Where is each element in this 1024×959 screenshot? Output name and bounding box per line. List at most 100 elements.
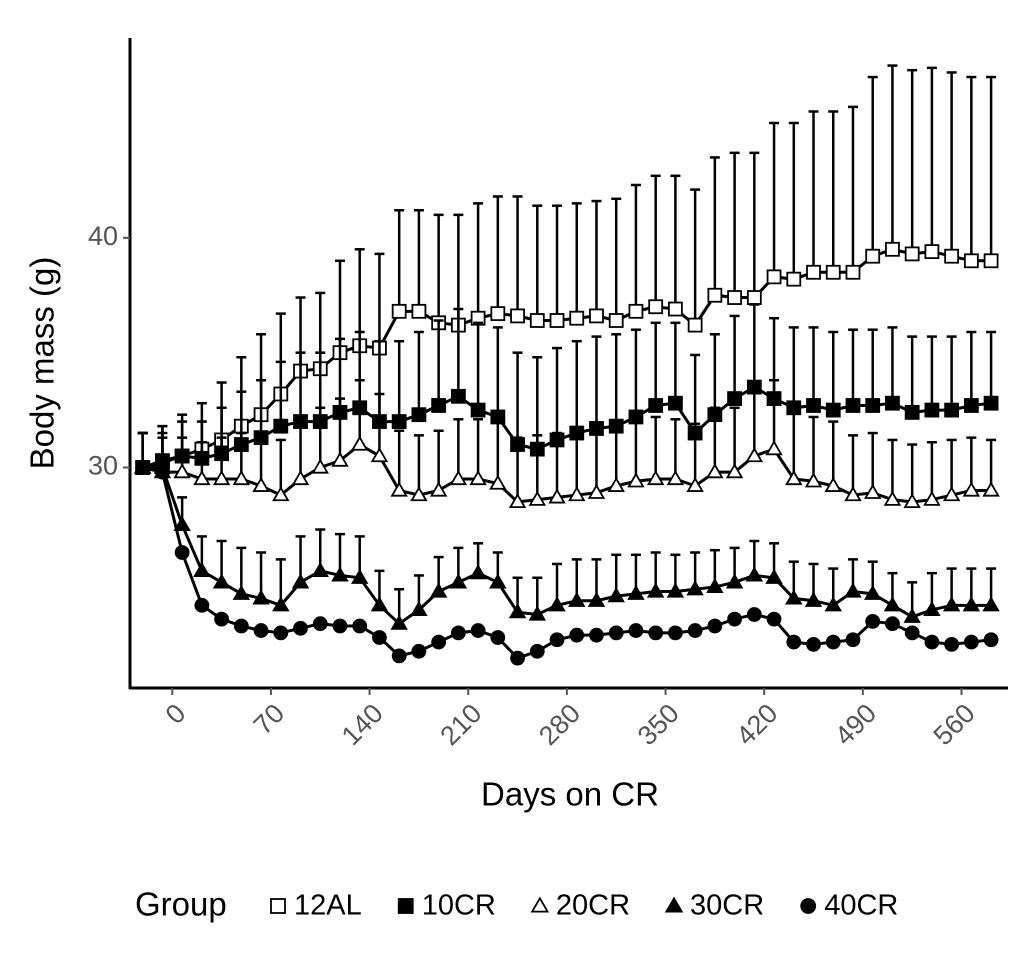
error-bar bbox=[394, 209, 405, 312]
series-line bbox=[142, 247, 992, 469]
marker bbox=[212, 573, 231, 589]
marker bbox=[865, 248, 881, 264]
marker bbox=[273, 625, 289, 641]
marker bbox=[646, 470, 665, 486]
marker bbox=[548, 596, 566, 612]
error-bar bbox=[808, 415, 819, 482]
marker bbox=[982, 596, 1000, 612]
marker bbox=[766, 611, 782, 627]
marker bbox=[232, 584, 251, 600]
marker bbox=[648, 625, 664, 641]
marker bbox=[569, 310, 585, 326]
error-bar bbox=[749, 388, 760, 457]
marker bbox=[745, 566, 764, 582]
error-bar bbox=[986, 75, 997, 261]
marker bbox=[608, 313, 624, 328]
marker bbox=[648, 398, 664, 413]
error-bar bbox=[749, 303, 760, 388]
marker bbox=[469, 564, 487, 580]
marker bbox=[844, 582, 862, 598]
x-tick-label: 490 bbox=[829, 698, 882, 751]
error-bar bbox=[453, 307, 464, 397]
error-bar bbox=[729, 406, 740, 473]
error-bar bbox=[295, 420, 306, 479]
marker bbox=[963, 634, 979, 650]
error-bar bbox=[492, 326, 503, 417]
marker bbox=[765, 568, 783, 584]
error-bar bbox=[946, 438, 957, 496]
marker bbox=[725, 573, 744, 589]
marker bbox=[707, 287, 723, 303]
marker bbox=[883, 596, 902, 612]
marker bbox=[628, 303, 644, 319]
error-bar bbox=[690, 422, 701, 486]
error-bar bbox=[492, 195, 503, 314]
marker bbox=[944, 636, 960, 652]
error-bar bbox=[354, 248, 365, 346]
marker bbox=[845, 632, 861, 648]
marker bbox=[804, 591, 823, 607]
error-bar bbox=[690, 353, 701, 434]
marker bbox=[745, 447, 764, 463]
error-bar bbox=[473, 418, 484, 479]
error-bar bbox=[966, 75, 977, 261]
error-bar bbox=[709, 333, 720, 415]
error-bar bbox=[946, 71, 957, 257]
marker bbox=[510, 650, 525, 666]
marker bbox=[863, 584, 882, 600]
legend-marker bbox=[800, 898, 817, 914]
marker bbox=[825, 634, 841, 650]
error-bar bbox=[769, 378, 780, 450]
marker bbox=[983, 632, 999, 648]
marker bbox=[786, 634, 802, 650]
legend-label: 12AL bbox=[294, 890, 362, 922]
error-bar bbox=[473, 321, 484, 411]
marker bbox=[272, 486, 290, 502]
marker bbox=[589, 627, 604, 643]
marker bbox=[155, 464, 170, 480]
marker bbox=[923, 490, 941, 506]
marker bbox=[944, 248, 960, 264]
marker bbox=[706, 577, 724, 594]
marker bbox=[510, 308, 525, 324]
marker bbox=[706, 463, 724, 479]
legend-label: 40CR bbox=[824, 890, 898, 922]
error-bar bbox=[847, 105, 858, 273]
legend-title: Group bbox=[135, 886, 227, 923]
error-bar bbox=[749, 151, 760, 298]
marker bbox=[351, 568, 369, 584]
error-bar bbox=[650, 415, 661, 479]
marker bbox=[845, 398, 861, 413]
marker bbox=[883, 490, 902, 506]
legend: 12AL 10CR 20CR 30CR 40CR bbox=[270, 890, 898, 922]
error-bar bbox=[532, 204, 543, 321]
marker bbox=[727, 290, 742, 305]
error-bar bbox=[374, 392, 385, 457]
error-bar bbox=[670, 321, 681, 404]
error-bar bbox=[907, 335, 918, 413]
error-bar bbox=[433, 319, 444, 406]
y-tick-label: 30 bbox=[88, 451, 118, 481]
marker bbox=[252, 476, 270, 492]
marker bbox=[804, 472, 823, 488]
error-bar bbox=[611, 420, 622, 486]
marker bbox=[370, 596, 389, 612]
marker bbox=[174, 545, 190, 560]
marker bbox=[490, 630, 506, 645]
error-bar bbox=[453, 213, 464, 326]
marker bbox=[824, 596, 842, 612]
marker bbox=[785, 589, 803, 605]
marker bbox=[528, 605, 547, 621]
marker bbox=[233, 618, 249, 634]
marker bbox=[746, 607, 762, 622]
marker bbox=[607, 587, 625, 603]
marker bbox=[904, 404, 920, 420]
error-bar bbox=[847, 434, 858, 496]
marker bbox=[885, 395, 900, 411]
error-bar bbox=[552, 431, 563, 498]
legend-marker bbox=[270, 898, 286, 914]
marker bbox=[193, 561, 211, 577]
marker bbox=[668, 301, 683, 317]
error-bar bbox=[453, 418, 464, 479]
